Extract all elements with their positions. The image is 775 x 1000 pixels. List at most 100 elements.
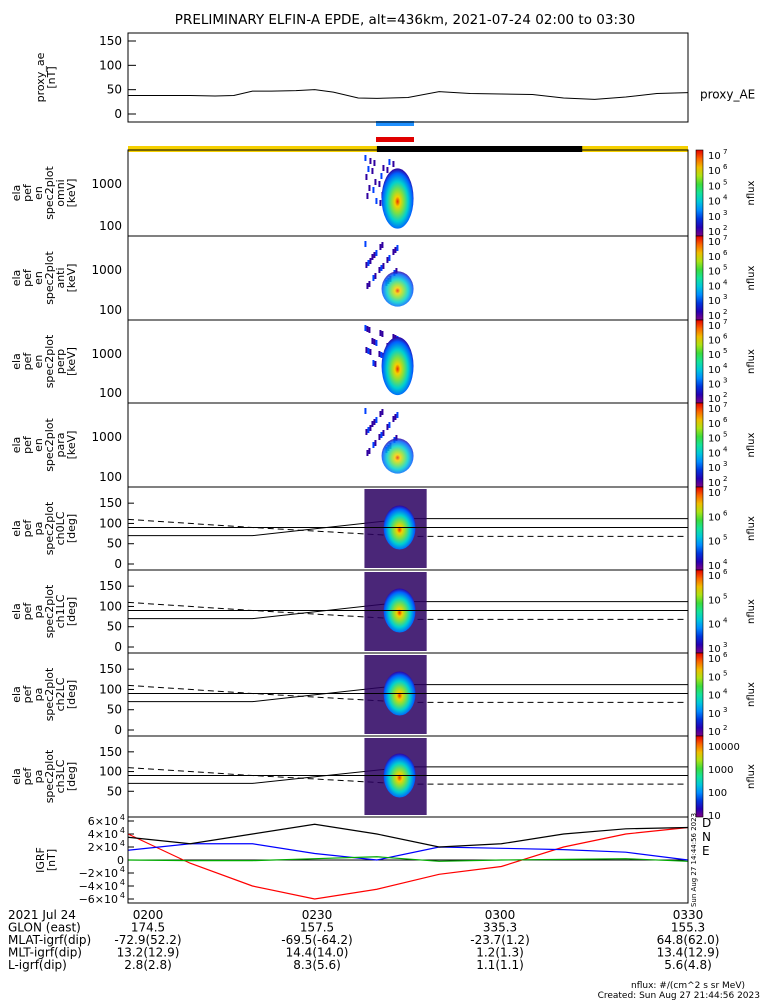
- spectrogram-pixel: [365, 174, 368, 180]
- footer-row-label: MLAT-igrf(dip): [8, 933, 91, 947]
- colorbar-label: nflux: [746, 432, 757, 457]
- panel-ylabel-line: spec2plot: [43, 166, 56, 220]
- colorbar-exponent: 6: [723, 163, 728, 171]
- spectrogram-pixel: [378, 351, 381, 357]
- spectrogram-pixel: [396, 412, 399, 418]
- footer-value: 2.8(2.8): [124, 958, 172, 972]
- colorbar-tick: 10: [708, 350, 721, 361]
- footer-row-label: GLON (east): [8, 921, 81, 935]
- footer-value: -69.5(-64.2): [281, 933, 352, 947]
- colorbar-exponent: 5: [723, 431, 727, 439]
- spectrogram-pixel: [388, 255, 391, 261]
- panel-ylabel-line: ela: [10, 437, 23, 454]
- colorbar-tick: 10: [708, 811, 721, 822]
- plot-title: PRELIMINARY ELFIN-A EPDE, alt=436km, 202…: [175, 12, 635, 28]
- colorbar-label: nflux: [746, 180, 757, 205]
- side-stamp: Sun Aug 27 14:44:56 2023: [690, 813, 698, 907]
- colorbar-tick: 10: [708, 166, 721, 177]
- spectrogram-pixel: [378, 434, 381, 440]
- colorbar-label: nflux: [746, 599, 757, 624]
- panel-ylabel-line: ela: [10, 270, 23, 287]
- panel-ylabel-line: en: [32, 355, 45, 369]
- panel-ylabel-line: omni: [54, 179, 67, 206]
- panel-ylabel-line: ch3LC: [54, 759, 67, 793]
- spectrogram-pixel: [382, 263, 385, 269]
- spectrogram-pixel: [392, 334, 395, 340]
- colorbar-tick: 10: [708, 296, 721, 307]
- panel-ylabel-line: pa: [32, 605, 45, 619]
- spectrogram-pixel: [364, 155, 367, 161]
- colorbar-tick: 10: [708, 691, 721, 702]
- colorbar-exponent: 2: [723, 724, 727, 732]
- tick-label: 150: [99, 745, 122, 759]
- colorbar-exponent: 6: [723, 509, 728, 517]
- panel-ylabel-line: ela: [10, 520, 23, 537]
- spectrogram-pixel: [369, 349, 372, 355]
- colorbar-exponent: 5: [723, 347, 727, 355]
- tick-label: 0: [114, 723, 122, 737]
- colorbar-gradient: [695, 486, 704, 571]
- panel-ylabel-line: ela: [10, 603, 23, 620]
- colorbar-exponent: 4: [723, 445, 728, 453]
- footer-value: 155.3: [671, 921, 705, 935]
- panel-ylabel-line: [deg]: [65, 597, 78, 626]
- spectrogram-pixel: [382, 430, 385, 436]
- spectrogram-pixel: [373, 419, 376, 425]
- spectrogram-pixel: [375, 198, 378, 204]
- panel-ylabel-line: pef: [21, 183, 34, 202]
- footer-value: 13.4(12.9): [657, 946, 720, 960]
- colorbar-exponent: 5: [723, 592, 727, 600]
- tick-exponent: 4: [120, 891, 125, 900]
- colorbar-gradient: [695, 402, 704, 488]
- spectrogram-pixel: [373, 160, 376, 166]
- spectrogram-pixel: [374, 179, 377, 185]
- colorbar-exponent: 2: [723, 308, 727, 316]
- tick-exponent: 4: [120, 813, 125, 822]
- tick-label: 150: [99, 34, 122, 48]
- tick-exponent: 4: [120, 865, 125, 874]
- tick-label: 50: [107, 620, 122, 634]
- colorbar-exponent: 6: [723, 416, 728, 424]
- colorbar-tick: 10: [708, 488, 721, 499]
- spectrogram-pixel: [367, 260, 370, 266]
- colorbar-exponent: 7: [723, 401, 727, 409]
- colorbar-tick: 10: [708, 419, 721, 430]
- panel-ylabel-line: perp: [54, 349, 67, 374]
- panel-ylabel-line: [keV]: [65, 347, 78, 376]
- colorbar-tick: 10: [708, 252, 721, 263]
- panel-ylabel-line: en: [32, 271, 45, 285]
- panel-ylabel-line: [nT]: [45, 849, 58, 871]
- spectrogram-pixel: [365, 429, 368, 435]
- spectrogram-pixel: [394, 414, 397, 420]
- colorbar-exponent: 3: [723, 641, 727, 649]
- panel-ylabel-line: ela: [10, 686, 23, 703]
- spectrogram-pixel: [372, 275, 375, 281]
- colorbar-exponent: 6: [723, 651, 728, 659]
- spectrogram-pixel: [367, 348, 370, 354]
- spectrogram-pixel: [364, 241, 367, 247]
- spectrogram-pixel: [396, 245, 399, 251]
- tick-label: 1000: [91, 177, 122, 191]
- colorbar-gradient: [695, 235, 704, 321]
- spectrogram-pixel: [366, 450, 369, 456]
- igrf-total-line: [127, 823, 689, 848]
- colorbar-exponent: 5: [723, 534, 727, 542]
- footer-value: 0230: [302, 908, 333, 922]
- tick-exponent: 4: [120, 826, 125, 835]
- colorbar-exponent: 2: [723, 475, 727, 483]
- tick-label: 50: [107, 83, 122, 97]
- colorbar-tick: 10: [708, 512, 721, 523]
- footer-row-label: MLT-igrf(dip): [8, 946, 82, 960]
- spectrogram-pixel: [371, 421, 374, 427]
- colorbar-tick: 10: [708, 571, 721, 582]
- colorbar-gradient: [695, 569, 704, 654]
- colorbar-tick: 10: [708, 151, 721, 162]
- spectrogram-pixel: [366, 283, 369, 289]
- spectrogram-pixel: [392, 161, 395, 167]
